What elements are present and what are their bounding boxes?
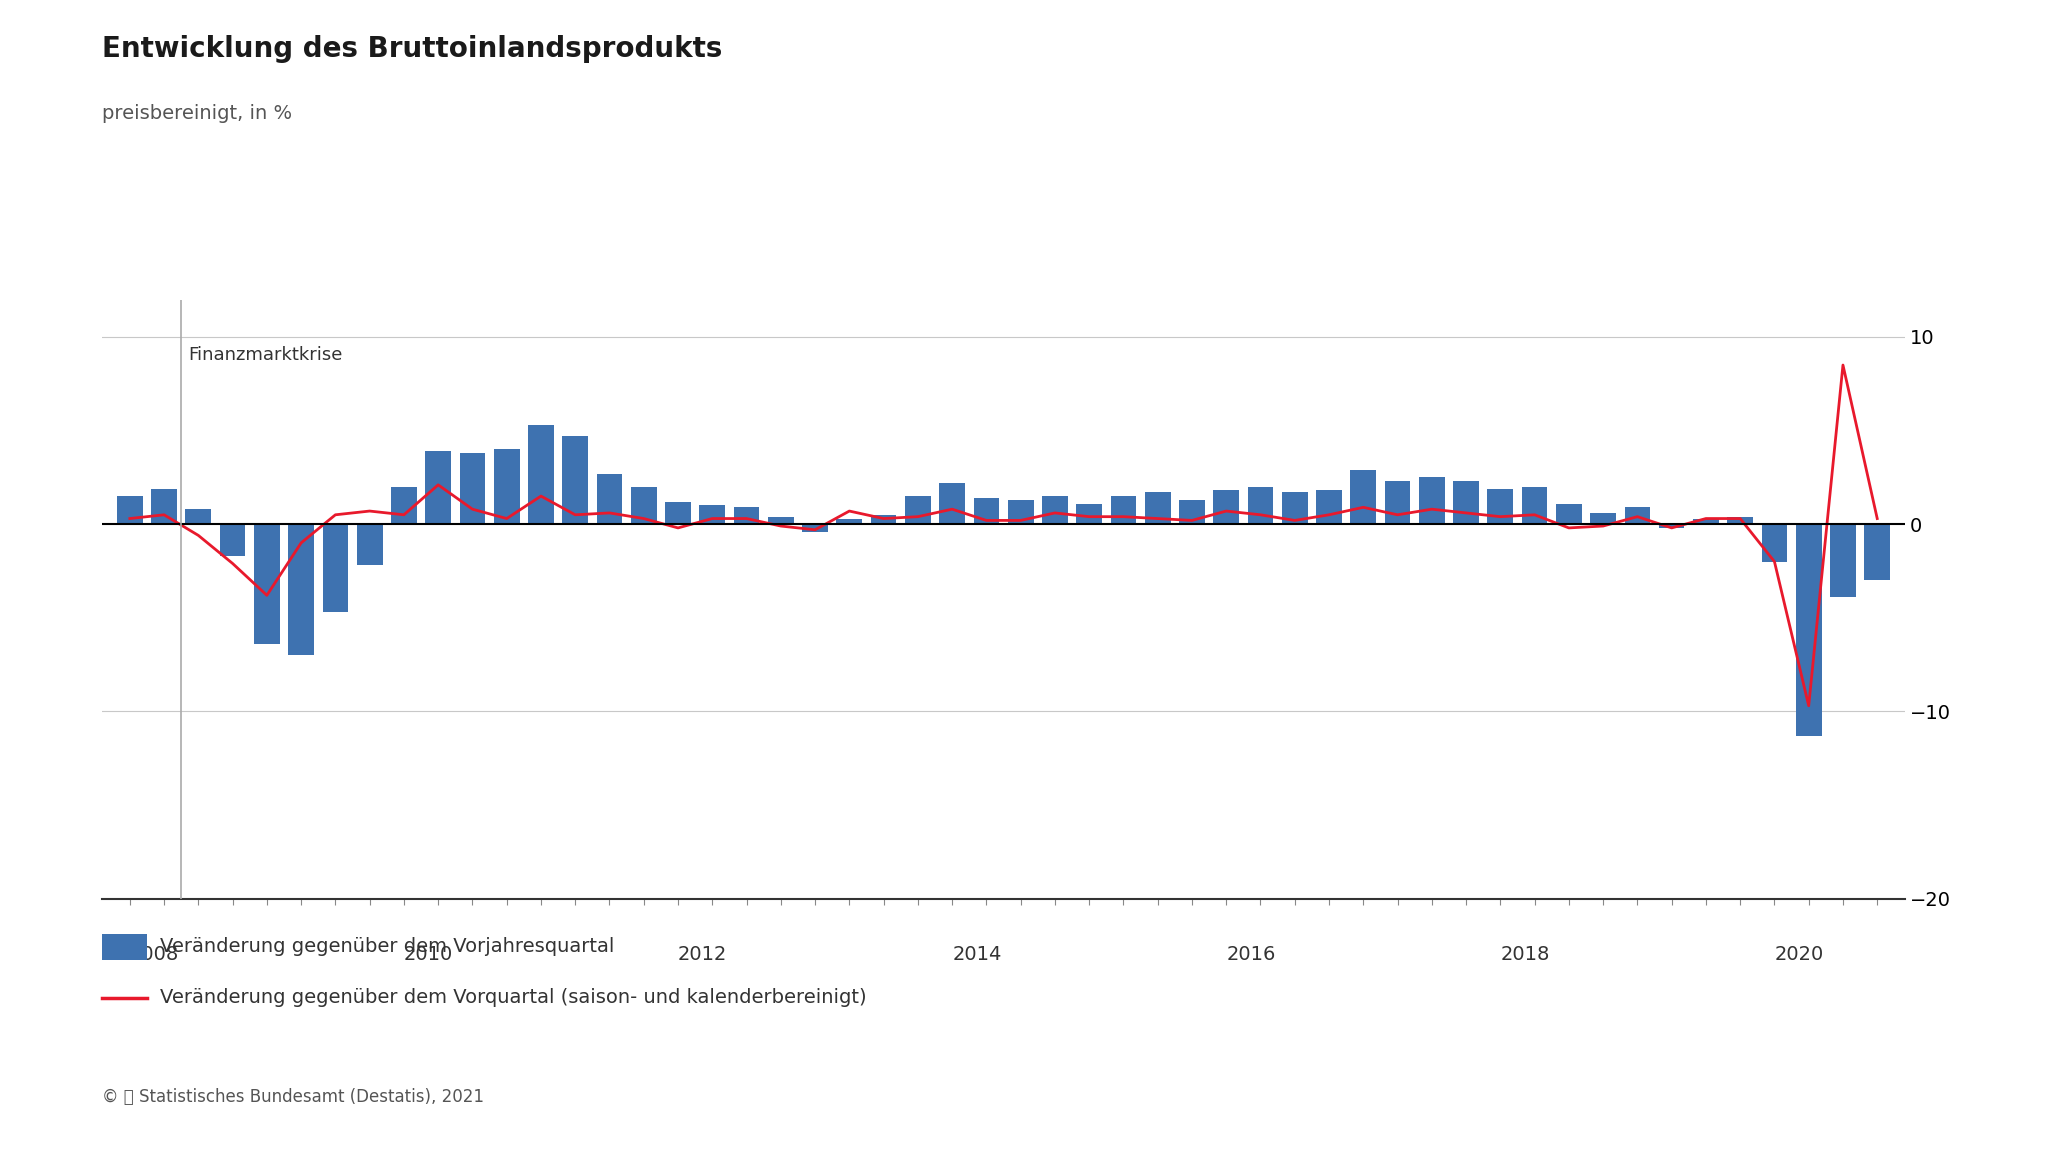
Text: preisbereinigt, in %: preisbereinigt, in %	[102, 104, 293, 122]
Bar	[1350, 470, 1376, 524]
Text: 2016: 2016	[1227, 946, 1276, 964]
Bar	[219, 524, 246, 556]
Bar	[1659, 524, 1686, 528]
Text: 2008: 2008	[129, 946, 178, 964]
Bar	[803, 524, 827, 532]
Bar	[1864, 524, 1890, 581]
Bar	[528, 425, 553, 524]
Bar	[494, 449, 520, 524]
Text: Finanzmarktkrise: Finanzmarktkrise	[188, 347, 342, 364]
Bar	[1454, 482, 1479, 524]
Bar	[1694, 518, 1718, 524]
Bar	[1145, 492, 1171, 524]
Bar	[1317, 491, 1341, 524]
Text: 2020: 2020	[1774, 946, 1823, 964]
Bar	[1487, 488, 1513, 524]
Bar	[322, 524, 348, 612]
Bar	[1282, 492, 1307, 524]
Bar	[1180, 500, 1204, 524]
Text: 2010: 2010	[403, 946, 453, 964]
Bar	[596, 473, 623, 524]
Bar	[117, 497, 143, 524]
Bar	[1761, 524, 1788, 562]
Text: 2012: 2012	[678, 946, 727, 964]
Bar	[1384, 482, 1411, 524]
Bar	[426, 452, 451, 524]
Text: 2018: 2018	[1501, 946, 1550, 964]
Bar	[289, 524, 313, 655]
Bar	[1110, 497, 1137, 524]
Text: © 📊 Statistisches Bundesamt (Destatis), 2021: © 📊 Statistisches Bundesamt (Destatis), …	[102, 1087, 485, 1106]
Text: Entwicklung des Bruttoinlandsprodukts: Entwicklung des Bruttoinlandsprodukts	[102, 35, 723, 62]
Bar	[870, 515, 897, 524]
Text: 2014: 2014	[952, 946, 1001, 964]
Bar	[631, 487, 657, 524]
Bar	[254, 524, 281, 644]
Bar	[1212, 491, 1239, 524]
Bar	[459, 453, 485, 524]
Bar	[1522, 487, 1548, 524]
Bar	[186, 509, 211, 524]
Bar	[1077, 503, 1102, 524]
Bar	[836, 518, 862, 524]
Bar	[940, 483, 965, 524]
Bar	[1591, 513, 1616, 524]
Bar	[1247, 487, 1274, 524]
Bar	[1419, 477, 1444, 524]
Bar	[1726, 516, 1753, 524]
Bar	[356, 524, 383, 566]
Bar	[152, 488, 176, 524]
Bar	[391, 487, 416, 524]
Bar	[1831, 524, 1855, 597]
Bar	[563, 437, 588, 524]
Bar	[733, 507, 760, 524]
Text: Veränderung gegenüber dem Vorquartal (saison- und kalenderbereinigt): Veränderung gegenüber dem Vorquartal (sa…	[160, 988, 866, 1007]
Bar	[1008, 500, 1034, 524]
Text: Veränderung gegenüber dem Vorjahresquartal: Veränderung gegenüber dem Vorjahresquart…	[160, 938, 614, 956]
Bar	[1042, 497, 1067, 524]
Bar	[666, 502, 690, 524]
Bar	[1556, 503, 1581, 524]
Bar	[700, 506, 725, 524]
Bar	[905, 497, 930, 524]
Bar	[973, 498, 999, 524]
Bar	[1796, 524, 1821, 736]
Bar	[1624, 507, 1651, 524]
Bar	[768, 516, 795, 524]
